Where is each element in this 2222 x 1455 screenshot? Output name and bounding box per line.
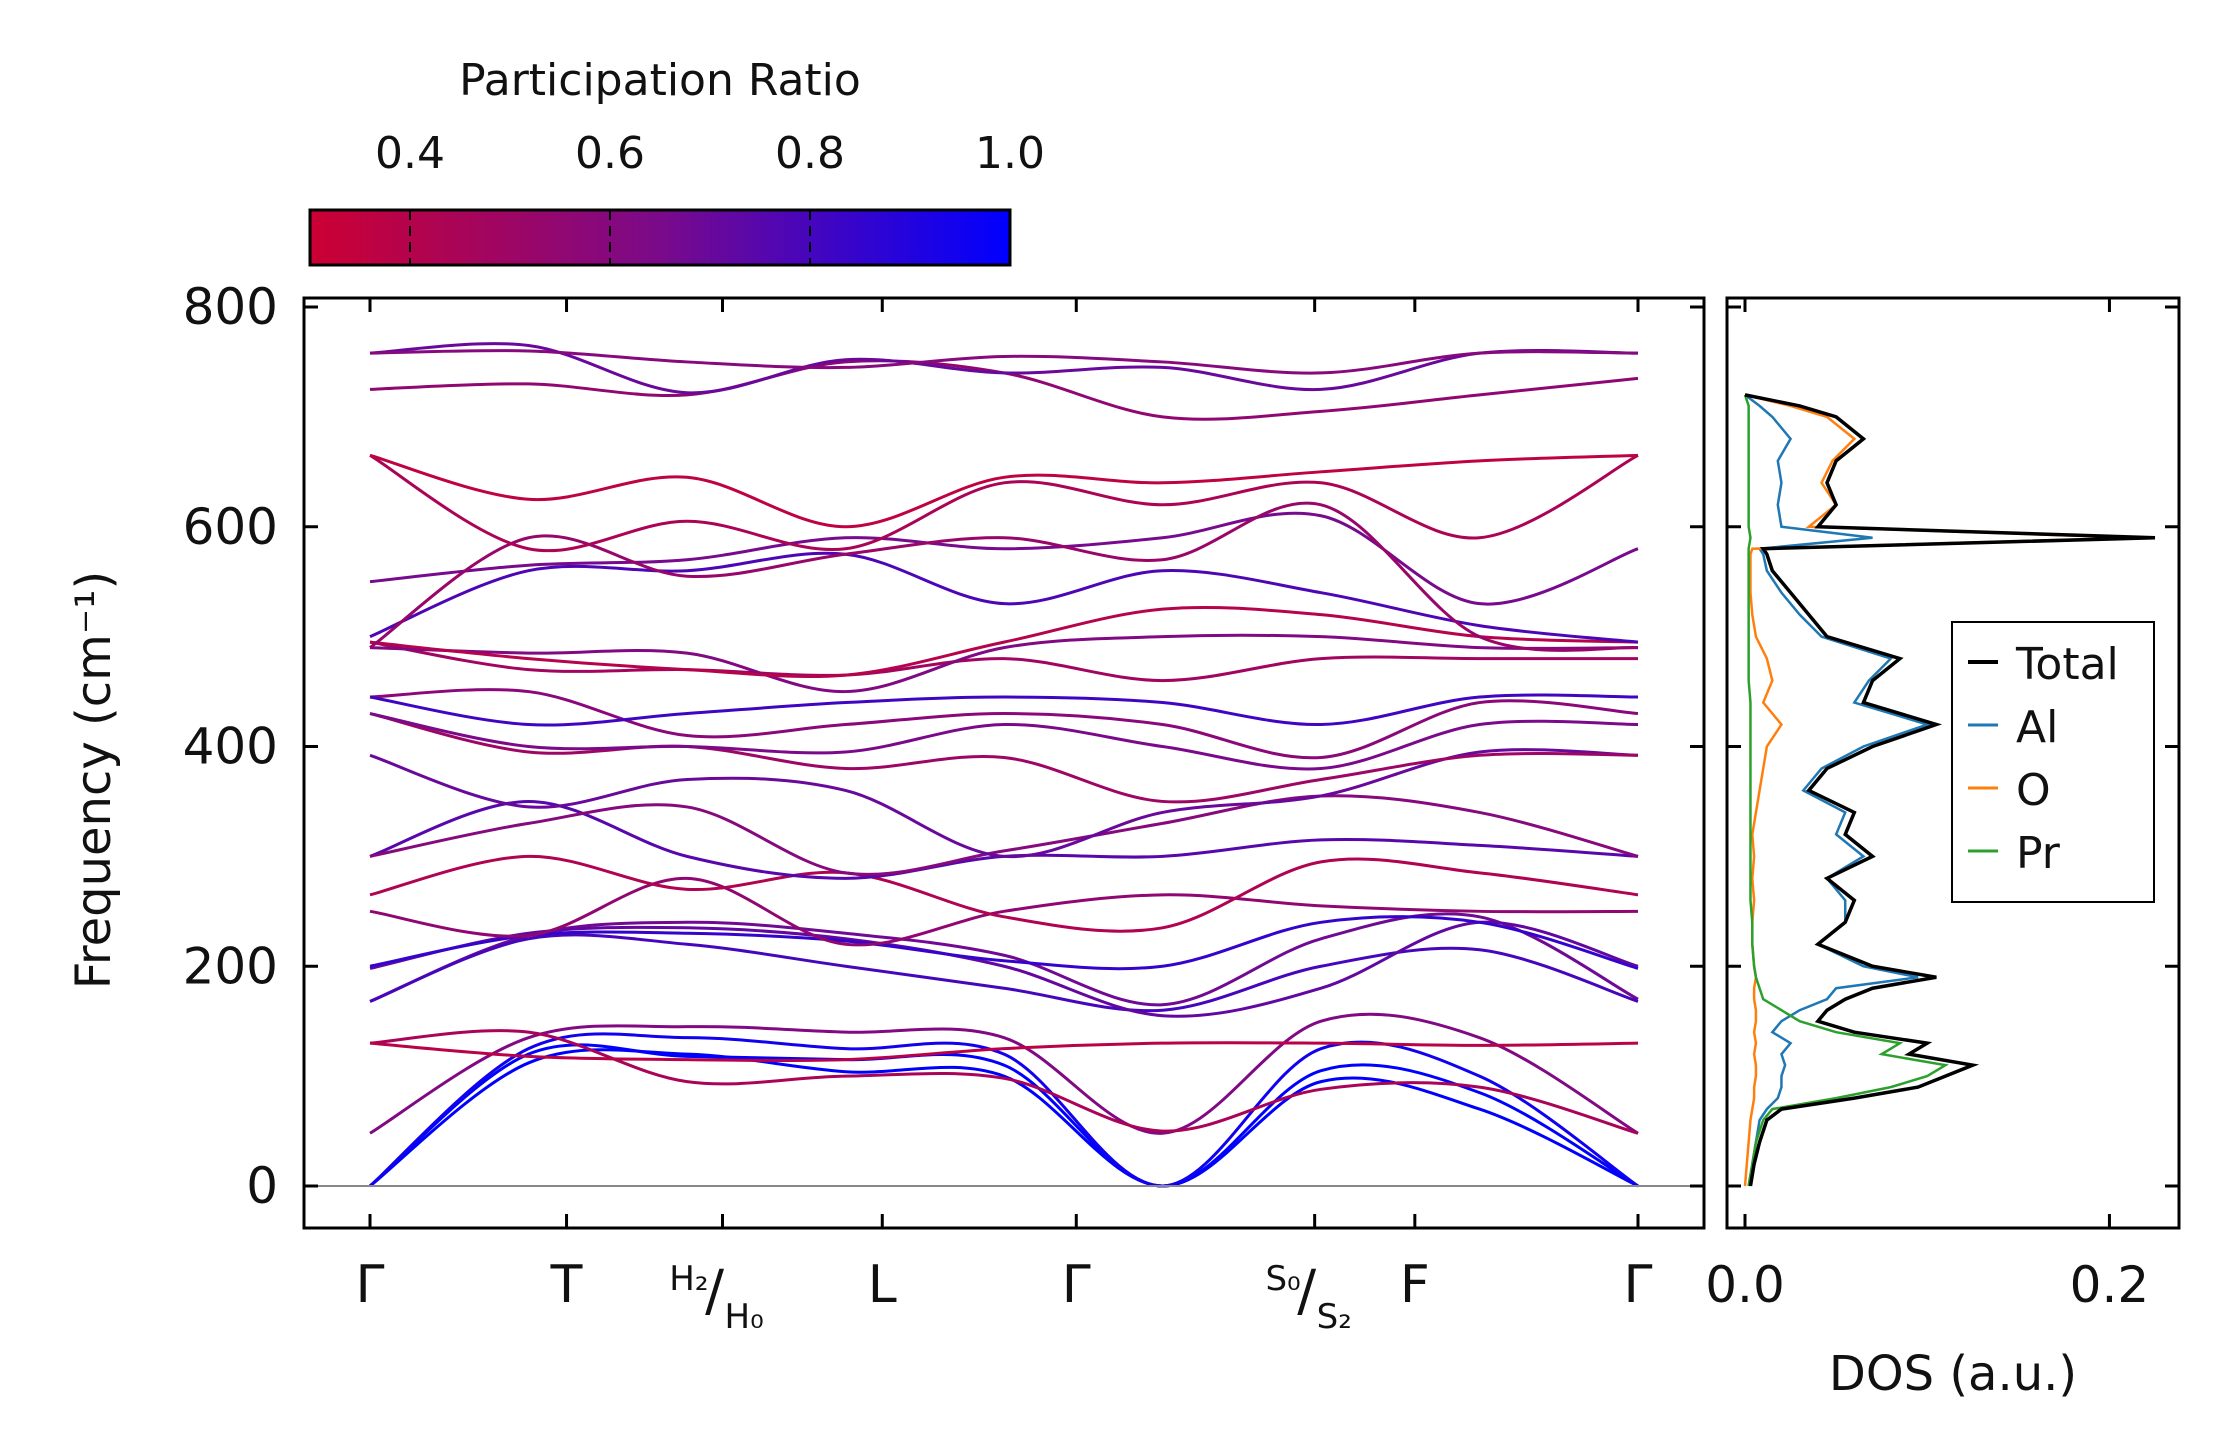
colorbar-title: Participation Ratio <box>459 55 861 106</box>
dos-legend: Total Al O Pr <box>1951 621 2155 903</box>
band-line-band-26 <box>369 454 1639 553</box>
band-line-band-23 <box>369 551 1639 644</box>
dos-line-pr <box>1743 394 1949 1187</box>
legend-label-total: Total <box>2015 639 2119 690</box>
band-line-band-5 <box>369 1029 1639 1135</box>
kpath-label: L <box>868 1255 897 1315</box>
band-line-band-6 <box>369 1041 1639 1063</box>
kpath-label-bottom: H₀ <box>725 1297 764 1337</box>
dos-x-axis-label: DOS (a.u.) <box>1829 1346 2077 1402</box>
colorbar-tick-label: 1.0 <box>975 128 1045 179</box>
band-line-band-11 <box>369 876 1639 947</box>
dos-x-tick-label: 0.0 <box>1705 1256 1785 1314</box>
dos-line-total <box>1744 393 2156 1187</box>
kpath-label-top: S₀ <box>1265 1259 1300 1299</box>
band-line-acoustic-2 <box>369 1043 1639 1188</box>
band-line-band-19 <box>369 693 1639 727</box>
band-line-band-24 <box>369 511 1639 606</box>
kpath-label-slash: / <box>1297 1259 1316 1324</box>
band-plot-frame <box>302 296 1706 1230</box>
band-y-tick-label: 600 <box>183 498 278 556</box>
band-line-band-13 <box>369 799 1639 880</box>
band-line-band-20 <box>369 640 1638 683</box>
kpath-label: Γ <box>1624 1255 1653 1315</box>
dos-ticks: 0.0 0.2 <box>1705 298 2179 1314</box>
dos-line-al <box>1744 393 1932 1187</box>
colorbar-tick-label: 0.6 <box>575 128 645 179</box>
band-line-band-29 <box>369 342 1639 395</box>
band-line-band-27 <box>369 453 1639 529</box>
band-y-tick-label: 400 <box>183 718 278 776</box>
band-line-band-9 <box>369 920 1639 1018</box>
legend-label-al: Al <box>2016 702 2058 753</box>
kpath-label: T <box>550 1255 583 1315</box>
band-line-band-15 <box>369 748 1639 859</box>
dos-panel: 0.0 0.2 DOS (a.u.) Total Al O Pr <box>1705 296 2181 1402</box>
band-y-tick-label: 200 <box>183 937 278 995</box>
dos-lines <box>1743 393 2156 1187</box>
band-line-band-4 <box>369 1012 1639 1135</box>
kpath-label-bottom: S₂ <box>1317 1297 1352 1337</box>
band-line-band-12 <box>369 854 1639 933</box>
colorbar-ticks <box>409 210 811 265</box>
kpath-label: Γ <box>356 1255 385 1315</box>
band-line-band-16 <box>369 712 1639 804</box>
band-y-tick-label: 800 <box>183 278 278 336</box>
band-line-band-14 <box>369 794 1639 876</box>
colorbar-tick-labels: 0.4 0.6 0.8 1.0 <box>375 128 1045 179</box>
dos-legend-box <box>1951 621 2155 903</box>
kpath-label: F <box>1400 1255 1430 1315</box>
colorbar-tick-label: 0.4 <box>375 128 445 179</box>
dos-legend-entries: Total Al O Pr <box>1968 639 2119 879</box>
legend-label-pr: Pr <box>2016 828 2061 879</box>
band-line-band-8 <box>369 933 1639 1013</box>
band-line-band-10 <box>369 915 1639 971</box>
band-line-band-18 <box>369 688 1639 760</box>
band-kpath-ticks: Γ T H₂/H₀L Γ S₀/S₂F Γ <box>356 298 1653 1337</box>
kpath-label: Γ <box>1062 1255 1091 1315</box>
band-lines <box>369 342 1639 1188</box>
band-line-band-17 <box>369 712 1639 771</box>
band-y-axis-label: Frequency (cm⁻¹) <box>66 571 122 989</box>
dos-plot-frame <box>1725 296 2181 1230</box>
band-y-tick-label: 0 <box>246 1157 278 1215</box>
colorbar-bar <box>308 208 1012 267</box>
band-line-band-30 <box>369 349 1639 375</box>
band-line-band-22 <box>369 605 1639 679</box>
colorbar: Participation Ratio 0.4 0.6 0.8 1.0 <box>308 55 1045 267</box>
band-line-band-28 <box>369 359 1639 421</box>
kpath-label-slash: / <box>705 1259 724 1324</box>
band-line-band-25 <box>369 501 1639 652</box>
legend-label-o: O <box>2016 765 2051 816</box>
band-line-acoustic-3 <box>369 1032 1639 1188</box>
colorbar-tick-label: 0.8 <box>775 128 845 179</box>
band-line-band-21 <box>369 633 1639 694</box>
kpath-label-top: H₂ <box>669 1259 708 1299</box>
band-y-ticks: 0 200 400 600 800 <box>183 278 1704 1215</box>
band-line-band-7 <box>369 912 1639 1007</box>
band-line-acoustic-1 <box>369 1048 1639 1188</box>
dos-x-tick-label: 0.2 <box>2070 1256 2150 1314</box>
